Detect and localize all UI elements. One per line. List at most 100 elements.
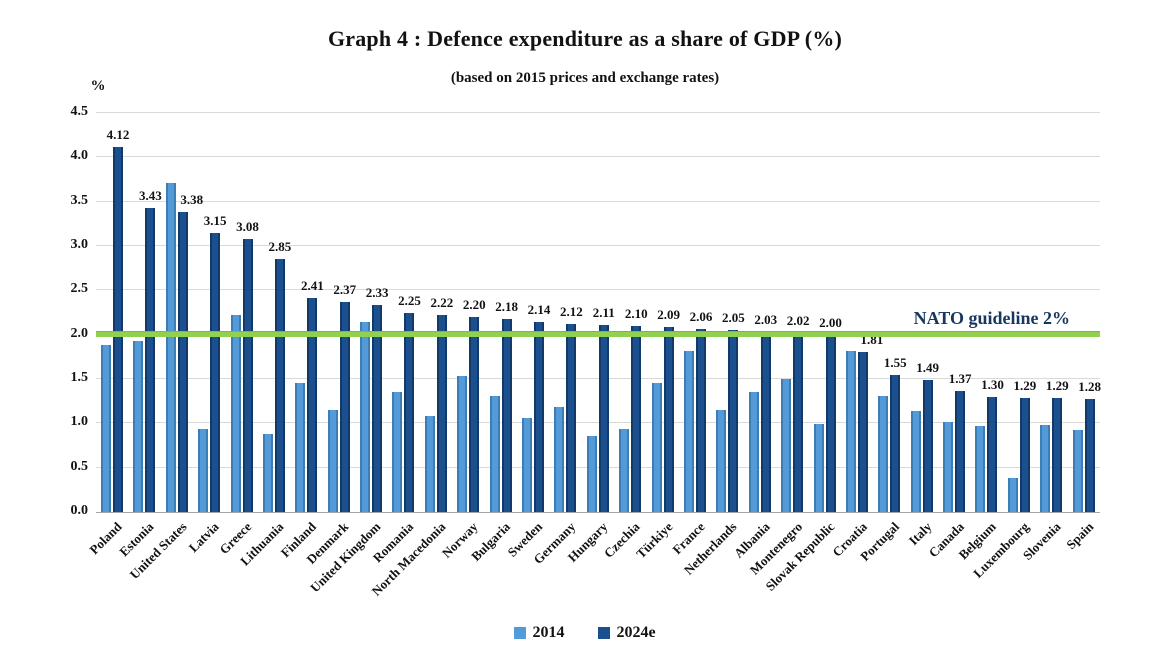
value-label-germany: 2.12 bbox=[560, 304, 583, 320]
bar-2014-france bbox=[683, 350, 694, 512]
legend-label-2024e: 2024e bbox=[616, 624, 656, 641]
bar-2014-slovak-republic bbox=[813, 424, 824, 512]
y-tick-0.5: 0.5 bbox=[70, 458, 89, 474]
value-label-hungary: 2.11 bbox=[592, 304, 615, 320]
bar-2024e-denmark bbox=[339, 301, 350, 512]
bar-group-greece: 3.08 bbox=[226, 113, 259, 512]
bar-2014-finland bbox=[295, 383, 306, 512]
nato-guideline-line bbox=[96, 331, 1100, 338]
bar-group-luxembourg: 1.29 bbox=[1003, 113, 1036, 512]
value-label-poland: 4.12 bbox=[106, 126, 130, 142]
bar-2024e-greece bbox=[242, 238, 253, 512]
bar-group-slovak-republic: 2.00 bbox=[809, 113, 842, 512]
bar-group-france: 2.06 bbox=[679, 113, 713, 512]
bar-group-albania: 2.03 bbox=[744, 113, 778, 512]
bar-2014-hungary bbox=[586, 435, 597, 512]
value-label-canada: 1.37 bbox=[948, 370, 972, 386]
value-label-sweden: 2.14 bbox=[527, 302, 551, 318]
bar-2014-germany bbox=[554, 407, 565, 512]
bar-2024e-sweden bbox=[534, 322, 545, 512]
plot-area: 4.12 3.43 3.38 3.15 3.08 2.85 2.41 2.37 2.33 2.25… bbox=[96, 112, 1101, 513]
bar-group-netherlands: 2.05 bbox=[711, 113, 745, 512]
bar-2014-belgium bbox=[975, 426, 986, 512]
bar-2014-greece bbox=[230, 315, 241, 512]
value-label-netherlands: 2.05 bbox=[721, 310, 745, 326]
legend-swatch-2024e bbox=[598, 627, 611, 639]
value-label-estonia: 3.43 bbox=[139, 187, 162, 203]
value-label-denmark: 2.37 bbox=[333, 281, 357, 297]
bar-2014-united-kingdom bbox=[360, 322, 371, 512]
bar-group-sweden: 2.14 bbox=[517, 113, 551, 512]
value-label-france: 2.06 bbox=[689, 309, 713, 325]
value-label-united-states: 3.38 bbox=[180, 192, 204, 208]
bar-2024e-france bbox=[695, 329, 706, 512]
bar-2014-estonia bbox=[133, 340, 144, 512]
bar-2024e-spain bbox=[1084, 398, 1095, 512]
x-axis-labels: Poland Estonia United States Latvia Greece Li… bbox=[86, 516, 1100, 626]
bar-2024e-italy bbox=[922, 379, 933, 512]
bar-2024e-netherlands bbox=[728, 330, 739, 512]
bar-2024e-finland bbox=[307, 298, 318, 512]
bar-2024e-united-kingdom bbox=[372, 305, 383, 512]
x-label-spain: Spain bbox=[1063, 519, 1097, 553]
value-label-lithuania: 2.85 bbox=[268, 239, 292, 255]
bar-2014-luxembourg bbox=[1007, 478, 1018, 512]
bar-2014-north-macedonia bbox=[424, 416, 435, 512]
value-label-united-kingdom: 2.33 bbox=[365, 285, 389, 301]
bar-2024e-luxembourg bbox=[1019, 397, 1030, 512]
bar-2024e-canada bbox=[955, 390, 966, 512]
chart-subtitle: (based on 2015 prices and exchange rates… bbox=[450, 70, 720, 86]
value-label-romania: 2.25 bbox=[398, 292, 421, 308]
bar-group-romania: 2.25 bbox=[387, 113, 421, 512]
value-label-slovak-republic: 2.00 bbox=[819, 314, 842, 330]
bar-2014-slovenia bbox=[1040, 425, 1051, 512]
bar-group-italy: 1.49 bbox=[906, 113, 940, 512]
value-label-belgium: 1.30 bbox=[981, 376, 1004, 392]
y-tick-1.0: 1.0 bbox=[70, 414, 89, 430]
bar-group-finland: 2.41 bbox=[290, 113, 324, 512]
value-label-greece: 3.08 bbox=[236, 218, 259, 234]
bar-2024e-portugal bbox=[890, 374, 901, 512]
value-label-norway: 2.20 bbox=[462, 296, 486, 312]
value-label-spain: 1.28 bbox=[1078, 378, 1101, 394]
bar-group-lithuania: 2.85 bbox=[258, 113, 292, 512]
bar-2024e-slovak-republic bbox=[825, 334, 836, 512]
bar-2024e-belgium bbox=[987, 396, 998, 512]
y-tick-4.0: 4.0 bbox=[70, 148, 89, 164]
bar-group-canada: 1.37 bbox=[938, 113, 972, 512]
bar-group-spain: 1.28 bbox=[1068, 113, 1101, 512]
legend-swatch-2014 bbox=[514, 627, 527, 639]
bar-group-poland: 4.12 bbox=[96, 113, 130, 512]
value-label-türkiye: 2.09 bbox=[657, 306, 680, 322]
bar-group-hungary: 2.11 bbox=[582, 113, 615, 512]
legend-label-2014: 2014 bbox=[532, 624, 565, 641]
bar-2024e-germany bbox=[566, 324, 577, 512]
bar-group-montenegro: 2.02 bbox=[776, 113, 810, 512]
bar-2024e-hungary bbox=[598, 324, 609, 512]
bar-2024e-türkiye bbox=[663, 326, 674, 512]
value-label-italy: 1.49 bbox=[916, 359, 940, 375]
bar-2014-lithuania bbox=[262, 433, 273, 512]
x-label-latvia: Latvia bbox=[185, 519, 222, 556]
bar-2014-portugal bbox=[878, 395, 889, 512]
bar-2014-netherlands bbox=[716, 410, 727, 512]
bar-group-estonia: 3.43 bbox=[128, 113, 162, 512]
bar-2014-spain bbox=[1072, 430, 1083, 512]
bar-group-latvia: 3.15 bbox=[193, 113, 227, 512]
gridline-1.0 bbox=[96, 422, 1100, 424]
value-label-albania: 2.03 bbox=[754, 312, 778, 328]
bar-2024e-bulgaria bbox=[501, 318, 512, 512]
gridline-4.0 bbox=[96, 156, 1100, 158]
bar-group-croatia: 1.81 bbox=[841, 113, 883, 512]
chart-title: Graph 4 : Defence expenditure as a share… bbox=[327, 26, 843, 51]
bar-group-czechia: 2.10 bbox=[614, 113, 648, 512]
bar-group-north-macedonia: 2.22 bbox=[420, 113, 453, 512]
bar-2014-czechia bbox=[619, 428, 630, 512]
legend-item-2024e: 2024e bbox=[598, 624, 656, 642]
bar-group-bulgaria: 2.18 bbox=[485, 113, 518, 512]
bar-2014-latvia bbox=[198, 428, 209, 512]
bar-2024e-czechia bbox=[631, 325, 642, 512]
bar-2014-united-states bbox=[165, 183, 176, 512]
y-tick-2.5: 2.5 bbox=[70, 281, 89, 297]
value-label-czechia: 2.10 bbox=[624, 305, 648, 321]
